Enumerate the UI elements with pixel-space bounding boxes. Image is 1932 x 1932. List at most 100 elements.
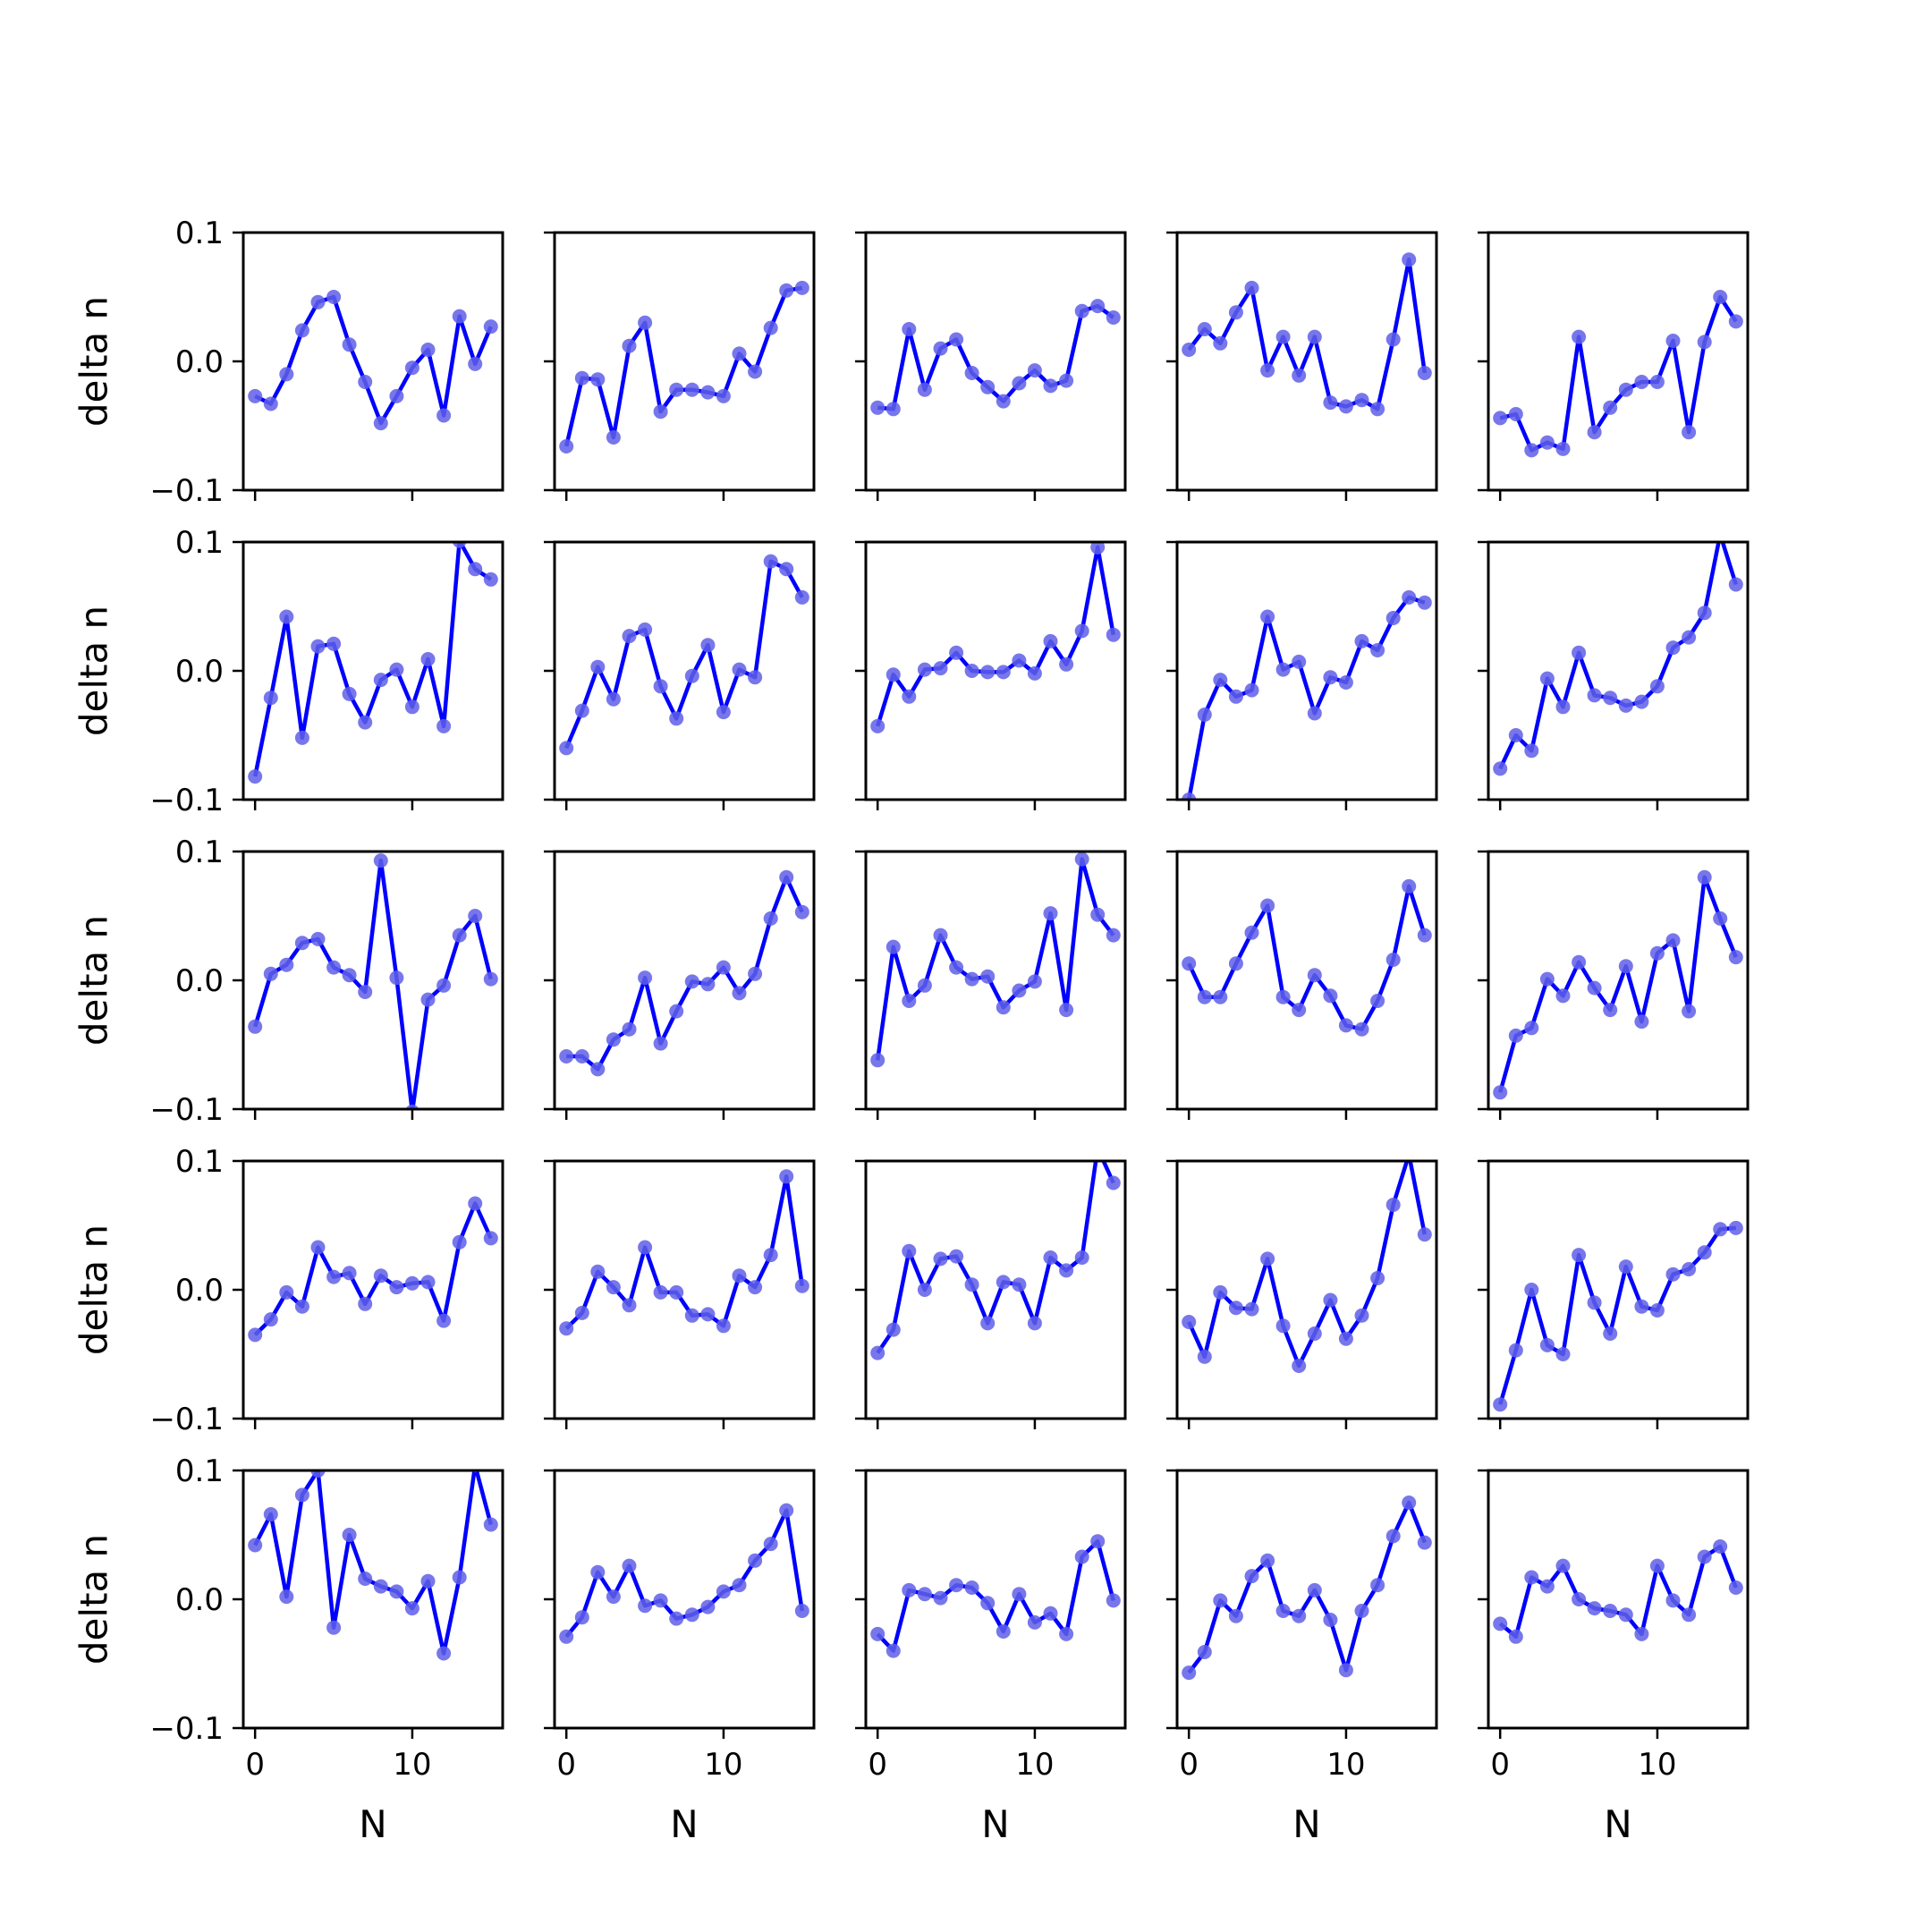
data-point	[949, 1578, 964, 1593]
data-point	[964, 1580, 979, 1595]
data-point	[1417, 928, 1432, 943]
data-point	[1182, 956, 1197, 971]
data-point	[763, 554, 778, 569]
data-point	[1292, 654, 1307, 669]
data-point	[1338, 1331, 1353, 1346]
data-point	[1074, 623, 1089, 639]
data-point	[1244, 925, 1259, 940]
data-point	[1524, 743, 1539, 758]
data-point	[1370, 402, 1385, 417]
series-line	[875, 857, 1115, 1061]
data-point	[1059, 1263, 1074, 1278]
data-point	[1244, 280, 1259, 295]
data-point	[1370, 994, 1385, 1008]
x-tick-label: 0	[1179, 1747, 1199, 1783]
data-point	[342, 337, 357, 352]
data-point	[373, 416, 388, 431]
data-point	[1697, 1549, 1712, 1564]
data-point	[389, 388, 404, 403]
data-point	[1106, 310, 1121, 325]
data-point	[1539, 1579, 1555, 1594]
data-point	[590, 1564, 606, 1580]
data-point	[1493, 1085, 1508, 1100]
data-point	[1323, 670, 1338, 685]
x-axis-label: N	[1604, 1802, 1631, 1846]
axes-frame	[1175, 850, 1438, 1111]
data-point	[1106, 627, 1121, 642]
plot-area	[248, 853, 498, 1109]
panel-r5-c1: 0 10 −0.1 0.0 0.1 delta n N	[72, 1453, 504, 1846]
data-point	[373, 673, 388, 688]
data-point	[1043, 633, 1058, 648]
data-point	[1524, 1570, 1539, 1585]
data-point	[342, 686, 357, 701]
data-point	[1524, 1021, 1539, 1036]
data-point	[1074, 1549, 1089, 1564]
y-tick-label: 0.1	[175, 1453, 224, 1489]
data-point	[870, 1626, 886, 1641]
data-point	[574, 1305, 589, 1320]
data-point	[1603, 1003, 1618, 1018]
series-line	[1498, 1544, 1738, 1640]
panel-r1-c1: −0.1 0.0 0.1 delta n	[72, 216, 504, 509]
data-point	[1027, 665, 1042, 681]
data-point	[1618, 959, 1633, 974]
data-point	[483, 1231, 498, 1246]
data-point	[1634, 375, 1649, 389]
data-point	[917, 978, 932, 993]
data-point	[1649, 945, 1665, 961]
data-point	[964, 664, 979, 678]
data-point	[358, 985, 373, 999]
y-tick-label: −0.1	[149, 783, 224, 818]
data-point	[1106, 928, 1121, 943]
data-point	[1043, 906, 1058, 921]
data-point	[622, 1558, 637, 1573]
data-point	[1618, 1607, 1633, 1623]
series-line	[252, 542, 493, 777]
data-point	[248, 1327, 263, 1343]
series-line	[254, 294, 493, 426]
data-point	[1587, 1295, 1602, 1310]
data-point	[1524, 1283, 1539, 1297]
data-point	[1338, 1663, 1353, 1678]
data-point	[980, 1596, 996, 1611]
y-tick-label: −0.1	[149, 473, 224, 509]
data-point	[1603, 1604, 1618, 1618]
data-point	[1713, 1539, 1728, 1554]
data-point	[1555, 988, 1571, 1004]
plot-area	[870, 299, 1121, 417]
data-point	[870, 1053, 886, 1068]
data-point	[1728, 577, 1743, 592]
panel-r5-c3: 0 10N	[855, 1469, 1127, 1846]
axes-frame	[1175, 540, 1438, 801]
data-point	[1385, 953, 1401, 967]
data-point	[263, 691, 278, 706]
data-point	[669, 711, 684, 726]
series-line	[1187, 884, 1427, 1031]
data-point	[779, 1503, 794, 1518]
data-point	[294, 1487, 309, 1503]
data-point	[949, 1249, 964, 1264]
data-point	[1213, 1593, 1228, 1608]
data-point	[1634, 1014, 1649, 1030]
data-point	[1338, 399, 1353, 414]
axes-frame	[553, 231, 816, 492]
plot-area	[870, 852, 1121, 1068]
panel-r4-c2	[544, 1159, 816, 1429]
data-point	[684, 1607, 699, 1623]
panel-r1-c4	[1166, 231, 1438, 501]
data-point	[1182, 1665, 1197, 1681]
plot-area	[559, 280, 809, 453]
data-point	[1713, 1222, 1728, 1237]
plot-area	[248, 542, 498, 784]
plot-area	[559, 1503, 809, 1644]
data-point	[700, 385, 716, 400]
data-point	[1572, 329, 1587, 344]
data-point	[996, 1624, 1011, 1639]
data-point	[1572, 954, 1587, 970]
data-point	[669, 1611, 684, 1626]
data-point	[684, 974, 699, 989]
series-line	[253, 1470, 493, 1656]
data-point	[389, 970, 404, 986]
data-point	[1555, 1558, 1571, 1573]
